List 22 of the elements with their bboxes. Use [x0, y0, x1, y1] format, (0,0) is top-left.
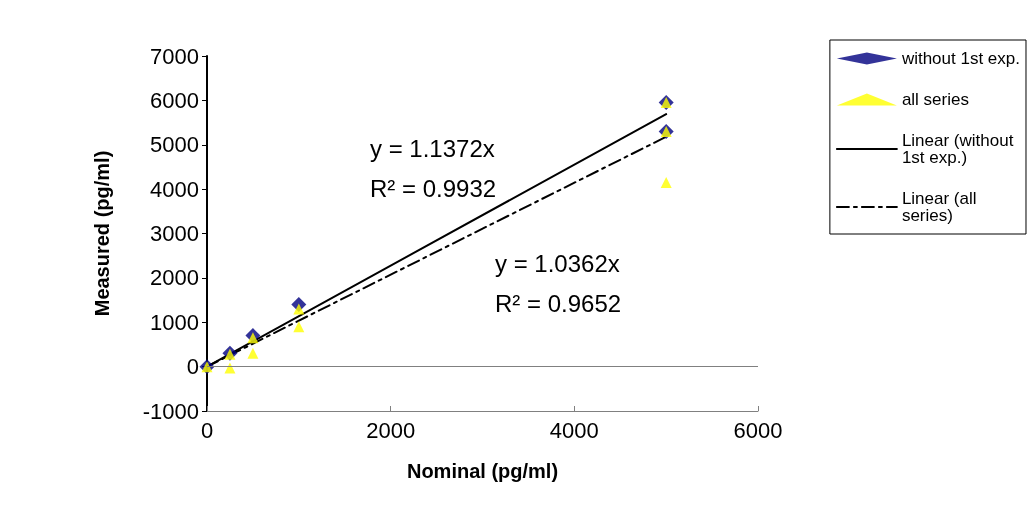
y-tick-label: 0 [186, 354, 199, 380]
y-tick-label: 6000 [150, 87, 199, 113]
annotation: y = 1.1372x [370, 134, 495, 162]
y-tick-label: -1000 [142, 398, 199, 424]
y-tick-label: 5000 [150, 132, 199, 158]
annotation: y = 1.0362x [495, 249, 620, 277]
y-tick-label: 7000 [150, 43, 199, 69]
y-tick-label: 1000 [150, 309, 199, 335]
x-axis-title: Nominal (pg/ml) [406, 460, 559, 482]
y-tick-label: 4000 [150, 176, 199, 202]
annotation: R² = 0.9932 [370, 174, 497, 202]
x-tick-label: 6000 [733, 417, 783, 443]
legend-label: without 1st exp. [900, 49, 1020, 68]
y-axis-title: Measured (pg/ml) [91, 150, 113, 317]
x-tick-label: 2000 [366, 417, 416, 443]
y-tick-label: 3000 [150, 221, 199, 246]
legend-label: Linear (without 1st exp.) [901, 131, 1019, 167]
legend-label: all series [901, 90, 969, 109]
legend-label: Linear (all series) [901, 189, 982, 225]
x-tick-label: 4000 [549, 417, 599, 443]
annotation: R² = 0.9652 [495, 289, 622, 317]
y-tick-label: 2000 [150, 265, 199, 291]
